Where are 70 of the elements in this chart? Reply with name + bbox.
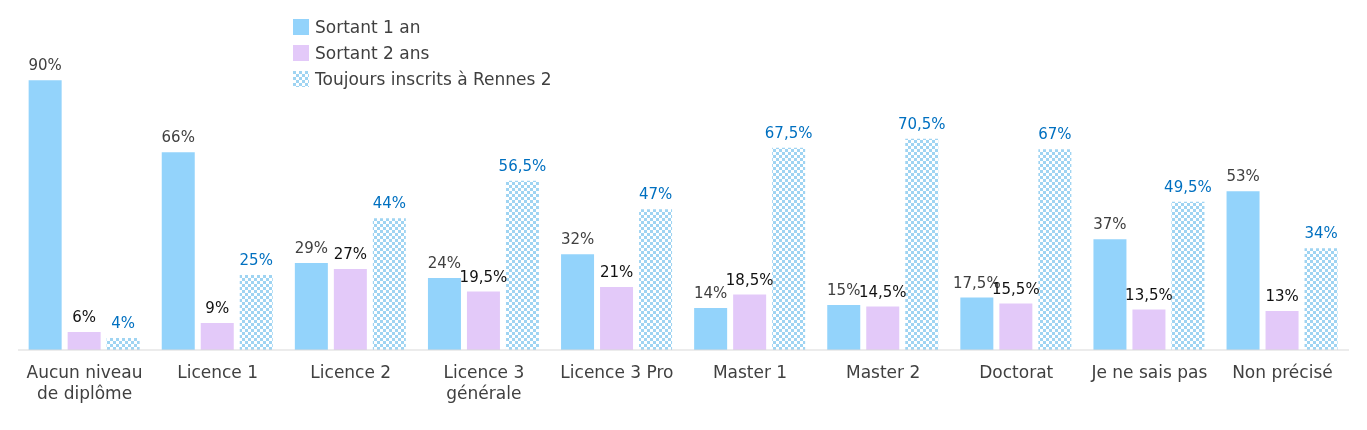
data-label: 67,5%: [764, 123, 813, 142]
bar: [866, 306, 900, 350]
x-tick-label: Doctorat: [979, 362, 1054, 382]
data-label: 67%: [1038, 125, 1072, 144]
data-label: 90%: [28, 56, 62, 75]
data-label: 25%: [239, 251, 273, 270]
data-label: 6%: [72, 308, 97, 327]
legend-label: Sortant 2 ans: [315, 42, 430, 65]
data-label: 56,5%: [498, 156, 547, 175]
bar: [28, 80, 62, 350]
bar: [1038, 149, 1072, 350]
bar: [960, 297, 994, 350]
bar: [1132, 309, 1166, 350]
data-label: 47%: [638, 185, 673, 204]
data-label: 4%: [111, 314, 136, 333]
x-tick-label: Master 1: [712, 362, 788, 382]
bar: [733, 294, 767, 350]
x-tick-label: Non précisé: [1232, 362, 1333, 382]
data-label: 14%: [693, 284, 728, 303]
data-label: 9%: [205, 299, 230, 318]
x-tick-label: Licence 3 Pro: [560, 362, 674, 382]
legend-label: Toujours inscrits à Rennes 2: [315, 68, 552, 91]
x-tick-label: Licence 2: [310, 362, 392, 382]
x-tick-label: Licence 1: [177, 362, 259, 382]
x-tick-label: Je ne sais pas: [1090, 362, 1208, 382]
data-label: 27%: [333, 245, 368, 264]
bar: [827, 305, 861, 350]
data-label: 70,5%: [897, 114, 946, 133]
legend-label: Sortant 1 an: [315, 16, 421, 39]
bar: [239, 275, 273, 350]
bar: [67, 332, 101, 350]
bar: [1093, 239, 1127, 350]
data-label: 19,5%: [459, 267, 508, 286]
bar: [772, 147, 806, 350]
bar: [372, 218, 406, 350]
bar: [161, 152, 195, 350]
bar: [905, 138, 939, 350]
data-label: 66%: [161, 128, 195, 147]
bar: [106, 338, 140, 350]
data-label: 44%: [372, 194, 407, 213]
data-label: 34%: [1304, 224, 1338, 243]
bar: [505, 180, 539, 350]
bar: [1226, 191, 1260, 350]
data-label: 37%: [1093, 215, 1127, 234]
data-label: 29%: [294, 239, 329, 258]
data-label: 24%: [427, 254, 462, 273]
data-label: 18,5%: [725, 270, 774, 289]
data-label: 53%: [1226, 167, 1260, 186]
bar: [200, 323, 234, 350]
bar: [333, 269, 367, 350]
bar: [466, 291, 500, 350]
bar: [561, 254, 595, 350]
data-label: 49,5%: [1164, 177, 1212, 196]
data-label: 32%: [560, 230, 595, 249]
x-tick-label: Aucun niveau de diplôme: [26, 362, 143, 403]
data-label: 13,5%: [1125, 285, 1173, 304]
bar: [1171, 201, 1205, 350]
bar: [1304, 248, 1338, 350]
bar: [600, 287, 634, 350]
x-tick-label: Licence 3 générale: [443, 362, 525, 403]
data-label: 15%: [827, 281, 861, 300]
bar: [639, 209, 673, 350]
bar: [999, 303, 1033, 350]
data-label: 21%: [599, 263, 634, 282]
bar: [694, 308, 728, 350]
data-label: 13%: [1265, 287, 1299, 306]
bar: [1265, 311, 1299, 350]
bar: [427, 278, 461, 350]
x-tick-label: Master 2: [846, 362, 921, 382]
bar: [294, 263, 328, 350]
